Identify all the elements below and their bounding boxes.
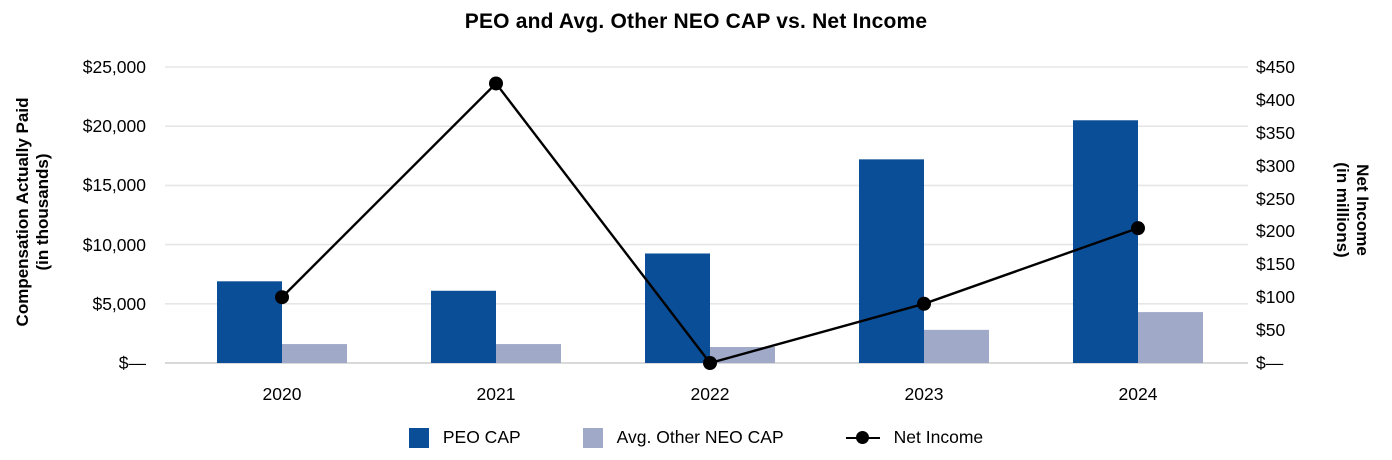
bar-peo-cap-2022 (645, 253, 710, 363)
bar-peo-cap-2023 (859, 159, 924, 363)
bar-avg-other-neo-cap-2020 (282, 344, 347, 363)
chart-title: PEO and Avg. Other NEO CAP vs. Net Incom… (464, 10, 928, 33)
point-net-income-2023 (917, 296, 931, 311)
left-tick-label: $10,000 (82, 234, 146, 255)
legend-swatch-icon (408, 427, 429, 448)
legend-label: Net Income (893, 427, 984, 447)
right-tick-label: $150 (1256, 254, 1295, 275)
bar-peo-cap-2020 (217, 281, 282, 363)
x-label-2023: 2023 (904, 384, 944, 404)
right-tick-label: $450 (1256, 57, 1295, 77)
right-tick-label: $300 (1256, 155, 1295, 176)
point-net-income-2022 (703, 356, 717, 370)
legend-label: PEO CAP (442, 427, 521, 447)
legend-label: Avg. Other NEO CAP (616, 427, 784, 447)
legend-line-marker-icon (845, 428, 880, 448)
right-tick-label: $200 (1256, 221, 1295, 242)
legend-swatch-icon (582, 427, 603, 448)
bar-avg-other-neo-cap-2023 (924, 329, 989, 363)
right-tick-label: $100 (1256, 287, 1295, 308)
legend-item-net-income: Net Income (845, 427, 984, 448)
right-tick-label: $400 (1256, 89, 1295, 110)
right-tick-label: $250 (1256, 188, 1295, 209)
left-tick-label: $15,000 (82, 175, 146, 196)
legend-item-peo-cap: PEO CAP (408, 427, 521, 448)
bar-peo-cap-2024 (1073, 120, 1138, 363)
x-label-2021: 2021 (476, 384, 516, 404)
right-tick-label: $50 (1256, 320, 1286, 341)
left-tick-label: $— (118, 353, 146, 373)
left-tick-label: $20,000 (82, 116, 146, 137)
right-tick-label: $— (1256, 353, 1284, 373)
x-label-2020: 2020 (262, 384, 302, 404)
point-net-income-2020 (275, 290, 289, 305)
bar-peo-cap-2021 (431, 290, 496, 363)
bar-avg-other-neo-cap-2021 (496, 344, 561, 363)
legend: PEO CAP Avg. Other NEO CAP Net Income (0, 427, 1392, 448)
legend-item-avg-other-neo-cap: Avg. Other NEO CAP (582, 427, 784, 448)
left-tick-label: $5,000 (92, 293, 146, 314)
x-label-2024: 2024 (1118, 384, 1158, 404)
right-tick-label: $350 (1256, 122, 1295, 143)
x-label-2022: 2022 (690, 384, 730, 404)
point-net-income-2024 (1131, 221, 1145, 236)
left-tick-label: $25,000 (82, 57, 146, 77)
bar-avg-other-neo-cap-2024 (1138, 312, 1203, 363)
point-net-income-2021 (489, 76, 503, 91)
